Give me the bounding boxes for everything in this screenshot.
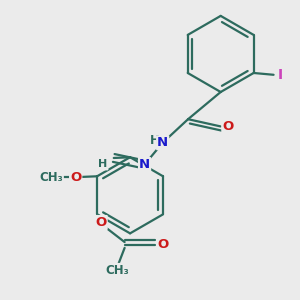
Text: N: N [157, 136, 168, 149]
Text: H: H [98, 160, 107, 170]
Text: N: N [139, 158, 150, 171]
Text: CH₃: CH₃ [39, 171, 63, 184]
Text: O: O [70, 171, 81, 184]
Text: H: H [150, 134, 160, 147]
Text: I: I [278, 68, 283, 82]
Text: O: O [95, 216, 107, 229]
Text: CH₃: CH₃ [106, 264, 129, 277]
Text: O: O [157, 238, 168, 251]
Text: O: O [222, 120, 234, 133]
